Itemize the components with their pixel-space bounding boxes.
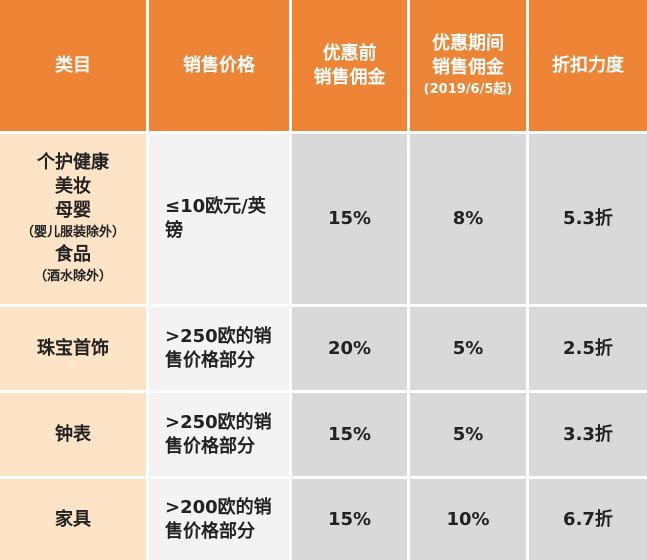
cell-text: 优惠前 [322, 42, 377, 64]
cell-text: 折扣力度 [552, 54, 624, 76]
cell-text: 家具 [55, 508, 91, 530]
cell-text: 售价格部分 [165, 349, 255, 371]
cell-text: 6.7折 [563, 508, 613, 530]
cell-text: 售价格部分 [165, 435, 255, 457]
table-cell: 5% [410, 307, 526, 390]
cell-text: >200欧的销 [165, 496, 272, 518]
table-cell: 3.3折 [529, 393, 647, 476]
table-cell: 15% [292, 479, 407, 560]
table-cell: 5.3折 [529, 134, 647, 304]
table-cell: 15% [292, 134, 407, 304]
cell-text: 3.3折 [563, 423, 613, 445]
cell-text: 钟表 [55, 423, 91, 445]
cell-text: 母婴 [55, 200, 91, 221]
header-cell: 类目 [0, 0, 146, 131]
cell-text: ≤10欧元/英 [165, 196, 266, 217]
cell-text: 5% [452, 423, 484, 445]
cell-text: 2.5折 [563, 337, 613, 359]
cell-text: 销售价格 [183, 54, 255, 76]
table-cell: >250欧的销 售价格部分 [149, 393, 289, 476]
cell-text: 销售佣金 [432, 56, 504, 78]
cell-text: (2019/6/5起) [423, 81, 513, 97]
cell-text: >250欧的销 [165, 411, 272, 433]
header-cell: 销售价格 [149, 0, 289, 131]
cell-text: （酒水除外） [33, 269, 112, 284]
table-cell: >200欧的销 售价格部分 [149, 479, 289, 560]
table-cell: 珠宝首饰 [0, 307, 146, 390]
table-cell: 家具 [0, 479, 146, 560]
cell-text: 20% [327, 337, 372, 359]
cell-text: 珠宝首饰 [37, 337, 109, 359]
header-cell: 优惠期间 销售佣金 (2019/6/5起) [410, 0, 526, 131]
cell-text: 15% [327, 423, 372, 445]
cell-text: 销售佣金 [313, 66, 386, 88]
cell-text: 5.3折 [563, 208, 613, 229]
cell-text: 优惠期间 [432, 32, 504, 54]
table-cell: ≤10欧元/英镑 [149, 134, 289, 304]
cell-text: >250欧的销 [165, 325, 272, 347]
table-cell: >250欧的销 售价格部分 [149, 307, 289, 390]
table-cell: 6.7折 [529, 479, 647, 560]
table-cell: 钟表 [0, 393, 146, 476]
table-cell: 2.5折 [529, 307, 647, 390]
table-cell: 8% [410, 134, 526, 304]
table-cell: 5% [410, 393, 526, 476]
cell-text: 美妆 [55, 176, 91, 197]
header-cell: 优惠前 销售佣金 [292, 0, 407, 131]
table-cell: 15% [292, 393, 407, 476]
cell-text: 镑 [165, 220, 183, 241]
table-cell: 个护健康美妆母婴 （婴儿服装除外） 食品 （酒水除外） [0, 134, 146, 304]
cell-text: （婴儿服装除外） [20, 225, 125, 240]
cell-text: 类目 [55, 54, 91, 76]
cell-text: 8% [452, 208, 484, 229]
cell-text: 15% [327, 508, 372, 530]
cell-text: 售价格部分 [165, 520, 255, 542]
cell-text: 5% [452, 337, 484, 359]
header-cell: 折扣力度 [529, 0, 647, 131]
table-cell: 10% [410, 479, 526, 560]
table-cell: 20% [292, 307, 407, 390]
cell-text: 食品 [55, 244, 91, 265]
cell-text: 15% [327, 208, 372, 229]
cell-text: 10% [446, 508, 490, 530]
cell-text: 个护健康 [37, 152, 109, 173]
